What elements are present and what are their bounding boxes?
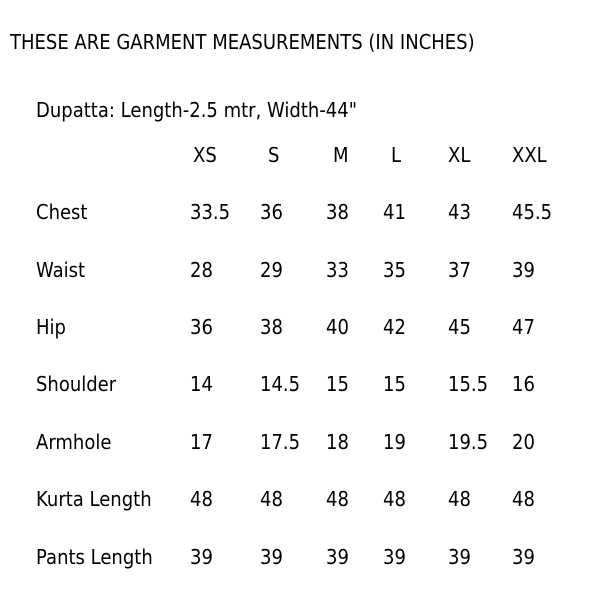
table-row: Kurta Length 48 48 48 48 48 48	[0, 487, 600, 511]
measurement-cell: 38	[326, 200, 349, 224]
measurement-cell: 48	[383, 487, 406, 511]
measurement-cell: 45	[448, 315, 471, 339]
measurement-cell: 19	[383, 430, 406, 454]
table-row: Armhole 17 17.5 18 19 19.5 20	[0, 430, 600, 454]
measurement-cell: 41	[383, 200, 406, 224]
measurement-cell: 40	[326, 315, 349, 339]
row-label: Hip	[36, 315, 66, 339]
measurement-cell: 20	[512, 430, 535, 454]
measurement-cell: 39	[448, 545, 471, 569]
size-header: XL	[448, 143, 471, 167]
measurement-cell: 39	[190, 545, 213, 569]
measurement-cell: 15	[383, 372, 406, 396]
measurement-cell: 38	[260, 315, 283, 339]
measurement-cell: 39	[326, 545, 349, 569]
measurement-cell: 36	[190, 315, 213, 339]
row-label: Chest	[36, 200, 88, 224]
measurement-cell: 43	[448, 200, 471, 224]
measurement-cell: 17	[190, 430, 213, 454]
measurement-cell: 48	[512, 487, 535, 511]
measurement-cell: 33	[326, 258, 349, 282]
measurement-cell: 48	[326, 487, 349, 511]
measurement-cell: 39	[383, 545, 406, 569]
page-title: THESE ARE GARMENT MEASUREMENTS (IN INCHE…	[10, 30, 475, 54]
measurement-cell: 28	[190, 258, 213, 282]
measurement-cell: 14	[190, 372, 213, 396]
measurement-cell: 48	[190, 487, 213, 511]
measurement-cell: 15	[326, 372, 349, 396]
measurement-cell: 37	[448, 258, 471, 282]
row-label: Waist	[36, 258, 86, 282]
size-header: S	[268, 143, 280, 167]
size-header: XS	[193, 143, 217, 167]
table-row: Pants Length 39 39 39 39 39 39	[0, 545, 600, 569]
row-label: Pants Length	[36, 545, 153, 569]
measurement-cell: 45.5	[512, 200, 553, 224]
table-row: Chest 33.5 36 38 41 43 45.5	[0, 200, 600, 224]
measurement-cell: 39	[512, 258, 535, 282]
measurement-cell: 29	[260, 258, 283, 282]
measurement-cell: 19.5	[448, 430, 489, 454]
row-label: Shoulder	[36, 372, 117, 396]
measurement-cell: 36	[260, 200, 283, 224]
measurement-cell: 39	[512, 545, 535, 569]
measurement-cell: 42	[383, 315, 406, 339]
measurement-cell: 33.5	[190, 200, 231, 224]
measurement-cell: 14.5	[260, 372, 301, 396]
measurement-cell: 35	[383, 258, 406, 282]
measurement-cell: 18	[326, 430, 349, 454]
measurement-cell: 15.5	[448, 372, 489, 396]
measurement-cell: 48	[448, 487, 471, 511]
row-label: Kurta Length	[36, 487, 152, 511]
measurement-cell: 39	[260, 545, 283, 569]
table-row: Shoulder 14 14.5 15 15 15.5 16	[0, 372, 600, 396]
dupatta-note: Dupatta: Length-2.5 mtr, Width-44"	[36, 98, 358, 122]
measurement-cell: 17.5	[260, 430, 301, 454]
measurement-cell: 48	[260, 487, 283, 511]
table-row: Waist 28 29 33 35 37 39	[0, 258, 600, 282]
row-label: Armhole	[36, 430, 112, 454]
measurement-cell: 47	[512, 315, 535, 339]
size-header: XXL	[512, 143, 547, 167]
size-header: M	[333, 143, 349, 167]
measurement-cell: 16	[512, 372, 535, 396]
size-header: L	[391, 143, 402, 167]
table-row: Hip 36 38 40 42 45 47	[0, 315, 600, 339]
size-header-row: XS S M L XL XXL	[0, 143, 600, 167]
